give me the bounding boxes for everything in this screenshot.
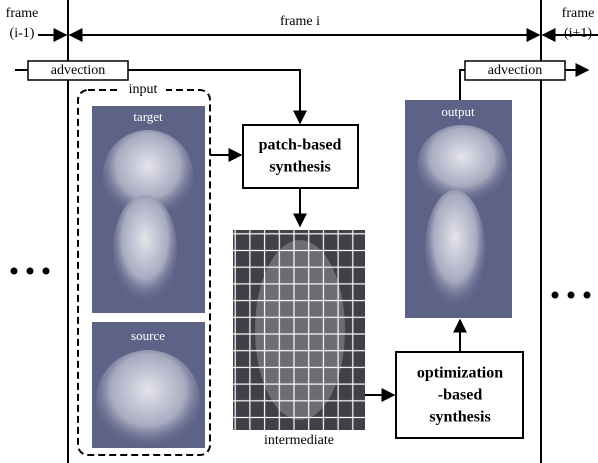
ellipsis-left [11,268,50,275]
ellipsis-right [552,292,591,299]
patch-synthesis-label: patch-based [259,137,342,154]
intermediate-grid [233,230,365,430]
frame-next-label: frame [562,6,595,21]
patch-synthesis-label: synthesis [269,159,330,176]
input-label: input [129,82,158,97]
source-smoke [96,350,200,450]
source-label: source [131,328,165,343]
output-smoke [425,190,485,310]
advection-in-label: advection [51,63,105,78]
frame-prev-index: (i-1) [10,26,35,41]
optimization-synthesis-label: synthesis [429,409,490,426]
output-label: output [441,104,475,119]
frame-next-index: (i+1) [564,26,592,41]
advection-out-label: advection [488,63,542,78]
optimization-synthesis-label: -based [438,387,483,404]
frame-current-label: frame i [280,14,320,29]
target-label: target [133,109,163,124]
target-smoke [113,195,177,305]
patch-synthesis-box [243,125,358,188]
intermediate-label: intermediate [264,433,334,448]
optimization-synthesis-label: optimization [417,365,503,382]
diagram: frame (i-1) frame i frame (i+1) advectio… [0,0,598,463]
frame-prev-label: frame [6,6,39,21]
